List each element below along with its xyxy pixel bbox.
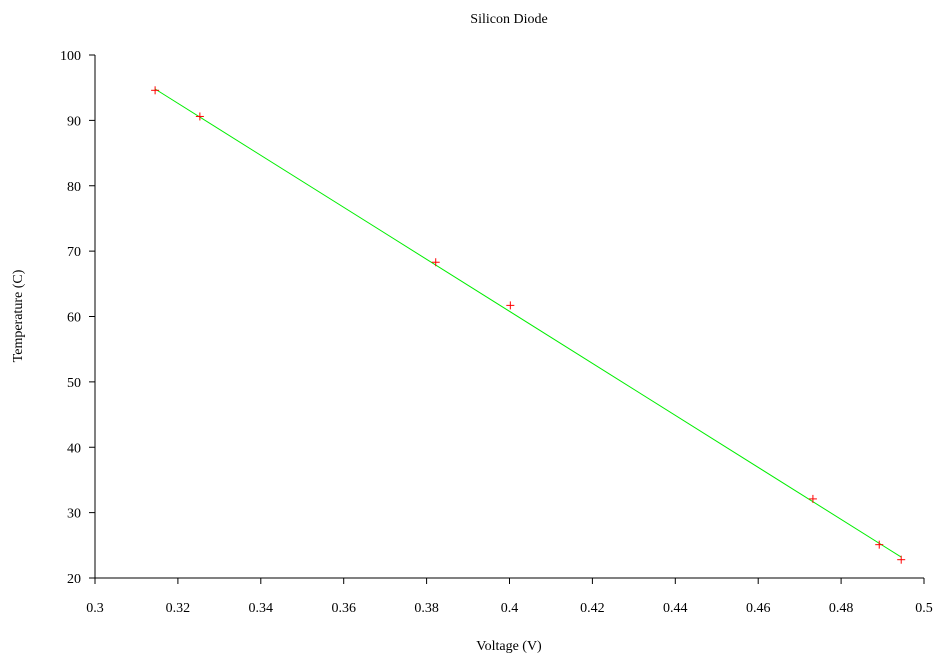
x-tick-label: 0.34	[249, 601, 274, 616]
x-tick-label: 0.32	[166, 601, 191, 616]
axes	[94, 55, 924, 579]
y-tick-label: 100	[60, 49, 81, 64]
y-tick-label: 40	[67, 441, 81, 456]
x-tick-label: 0.42	[580, 601, 605, 616]
y-tick-label: 70	[67, 245, 81, 260]
y-tick-label: 80	[67, 180, 81, 195]
x-tick-label: 0.48	[829, 601, 854, 616]
y-tick-label: 30	[67, 507, 81, 522]
x-ticks: 0.3 0.32 0.34 0.36 0.38 0.4 0.42 0.44 0.46 0.48 0.…	[86, 578, 933, 616]
y-tick-label: 50	[67, 376, 81, 391]
data-point	[897, 555, 906, 564]
data-point	[151, 86, 160, 95]
data-point	[808, 494, 817, 503]
data-point	[431, 258, 440, 267]
x-tick-label: 0.44	[663, 601, 688, 616]
data-point	[506, 301, 515, 310]
fit-line	[154, 88, 902, 558]
y-ticks: 20 30 40 50 60 70 80 90 100	[60, 49, 95, 587]
x-tick-label: 0.46	[746, 601, 771, 616]
chart-title: Silicon Diode	[470, 12, 547, 27]
x-tick-label: 0.38	[414, 601, 439, 616]
y-axis-label: Temperature (C)	[11, 269, 26, 362]
y-tick-label: 20	[67, 572, 81, 587]
y-tick-label: 90	[67, 114, 81, 129]
x-tick-label: 0.36	[331, 601, 356, 616]
x-tick-label: 0.3	[86, 601, 104, 616]
x-tick-label: 0.4	[501, 601, 519, 616]
y-tick-label: 60	[67, 311, 81, 326]
series-layer	[151, 86, 906, 564]
data-point	[875, 540, 884, 549]
x-axis-label: Voltage (V)	[476, 639, 542, 654]
data-point	[195, 112, 204, 121]
x-tick-label: 0.5	[915, 601, 933, 616]
